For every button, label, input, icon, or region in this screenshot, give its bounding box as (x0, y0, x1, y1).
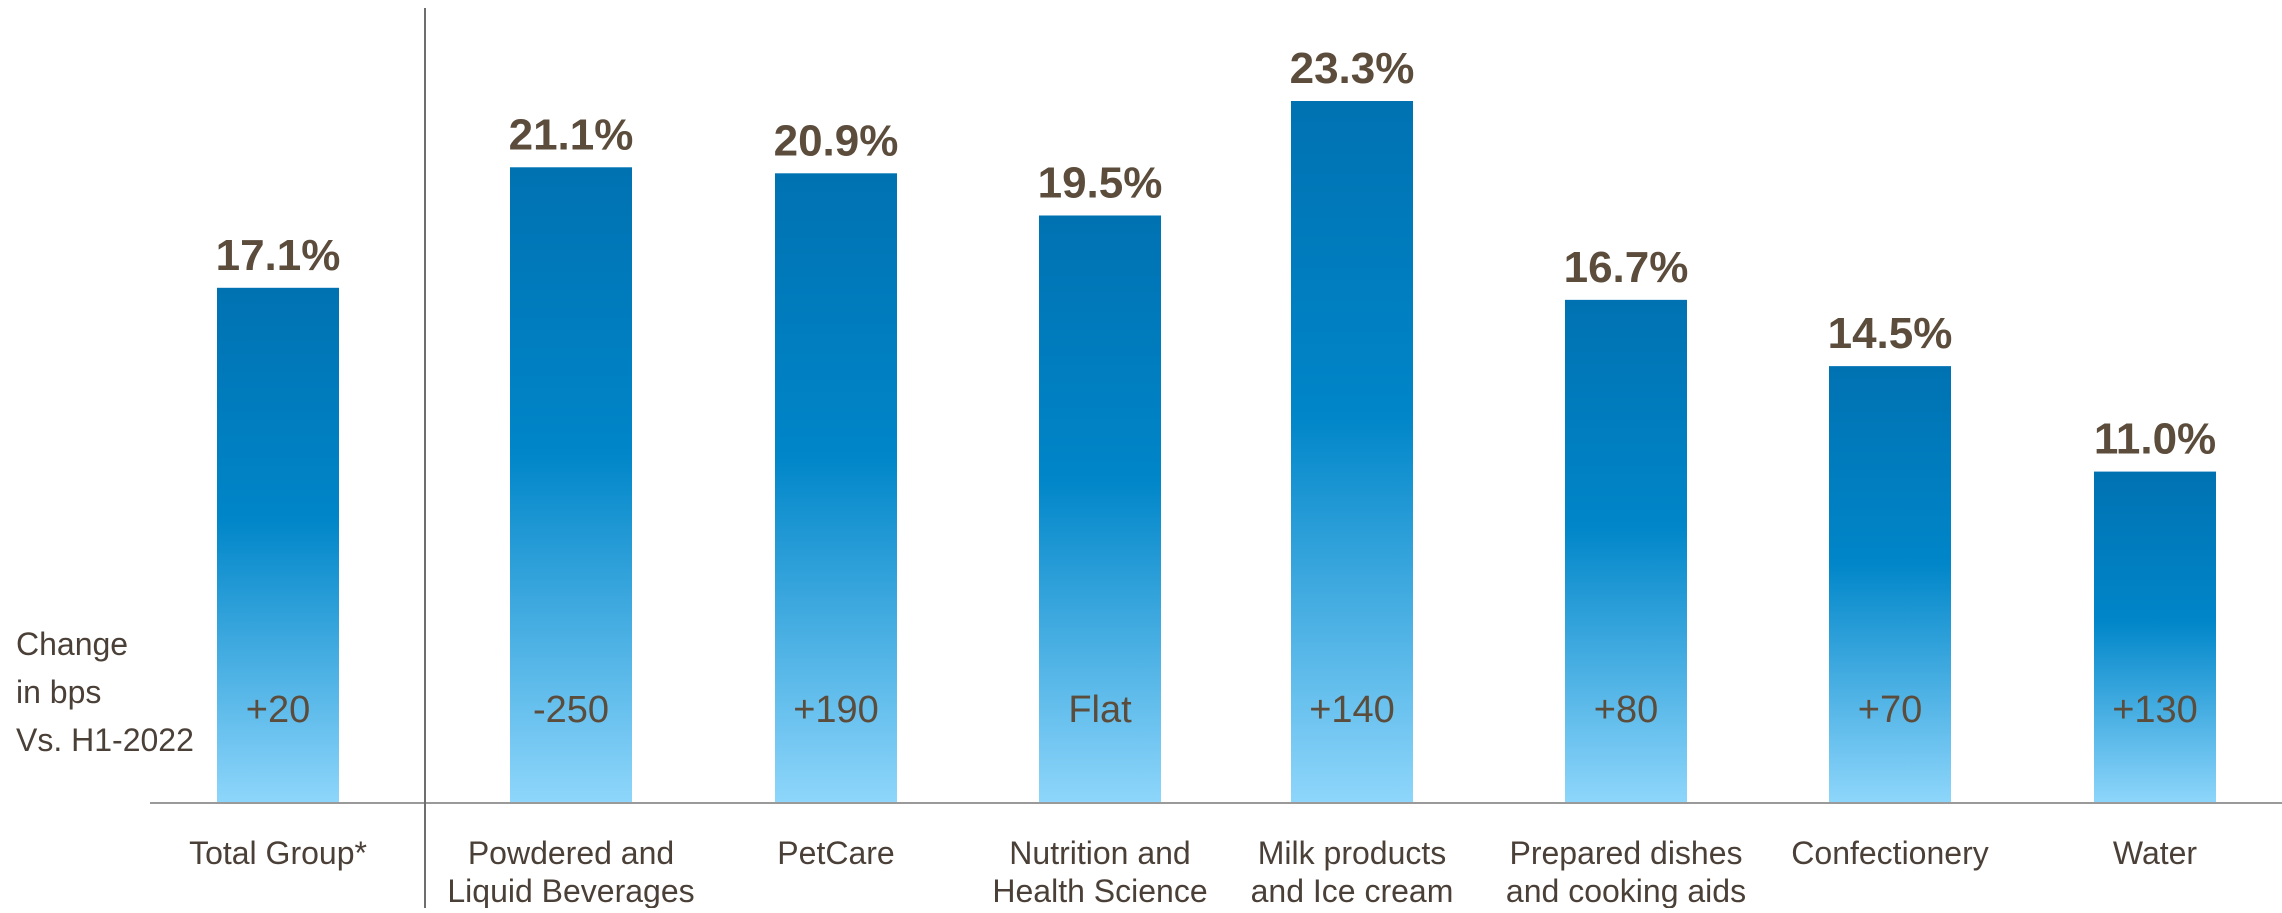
change-caption-line: Change (16, 626, 128, 662)
category-label-line: Total Group* (189, 835, 367, 871)
bar (775, 173, 897, 803)
bar-change-label: Flat (1068, 689, 1132, 731)
bar-value-label: 11.0% (2094, 415, 2216, 464)
category-label: Milk products and Ice cream (1251, 835, 1454, 908)
category-label-line: Nutrition and (1009, 835, 1190, 871)
category-label-line: Water (2113, 835, 2198, 871)
category-label-line: Milk products (1258, 835, 1447, 871)
bar (1565, 299, 1687, 803)
category-label-line: Health Science (992, 873, 1207, 908)
category-label-line: PetCare (777, 835, 894, 871)
bar-change-label: +80 (1594, 689, 1658, 731)
bar (1039, 215, 1161, 804)
bar (510, 167, 632, 803)
category-label: Prepared dishes and cooking aids (1506, 835, 1746, 908)
category-label: Confectionery (1791, 835, 1988, 871)
bar-value-label: 20.9% (774, 116, 899, 165)
category-label-line: Prepared dishes (1509, 835, 1742, 871)
category-label: Total Group* (189, 835, 367, 871)
bar-change-label: +190 (793, 689, 879, 731)
change-caption-line: in bps (16, 674, 101, 710)
bar-change-label: +70 (1858, 689, 1922, 731)
bar-change-label: +140 (1309, 689, 1395, 731)
category-label: PetCare (777, 835, 894, 871)
change-caption: Change in bps Vs. H1-2022 (16, 626, 194, 758)
bar-change-label: +20 (246, 689, 310, 731)
bar-change-label: +130 (2112, 689, 2198, 731)
bar (217, 287, 339, 803)
bars-layer (217, 101, 2216, 804)
bar (1829, 366, 1951, 803)
bar-value-label: 16.7% (1564, 243, 1689, 292)
category-label-line: Powdered and (468, 835, 674, 871)
category-label: Nutrition and Health Science (992, 835, 1207, 908)
category-label-line: and cooking aids (1506, 873, 1746, 908)
bar-value-label: 19.5% (1038, 158, 1163, 207)
category-label: Water (2113, 835, 2198, 871)
change-caption-line: Vs. H1-2022 (16, 722, 194, 758)
category-label-line: Liquid Beverages (447, 873, 694, 908)
bar-value-label: 23.3% (1290, 44, 1415, 93)
category-label: Powdered and Liquid Beverages (447, 835, 694, 908)
bar-value-label: 21.1% (509, 110, 634, 159)
bar (2094, 471, 2216, 803)
category-label-line: Confectionery (1791, 835, 1988, 871)
category-label-line: and Ice cream (1251, 873, 1454, 908)
bar-change-label: -250 (533, 689, 609, 731)
bar (1291, 101, 1413, 803)
labels-layer: 17.1% +20 Total Group* 21.1% -250 Powdered an… (189, 44, 2216, 909)
bar-value-label: 14.5% (1828, 309, 1953, 358)
bar-value-label: 17.1% (216, 231, 341, 280)
